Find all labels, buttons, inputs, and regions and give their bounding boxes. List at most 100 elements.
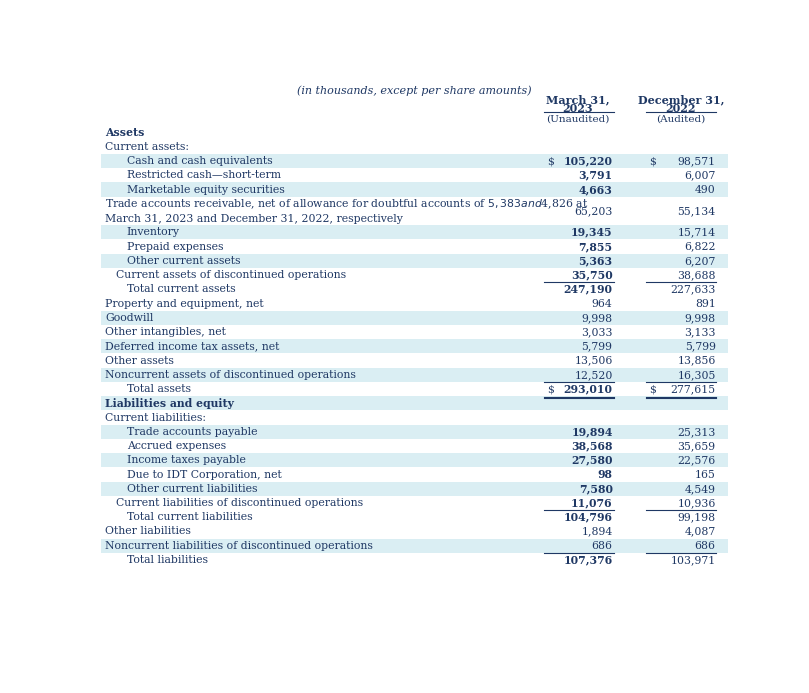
Text: 16,305: 16,305 [677,370,716,380]
Text: 5,799: 5,799 [684,342,716,351]
Bar [101,197,728,225]
Text: Due to IDT Corporation, net: Due to IDT Corporation, net [127,470,282,480]
Bar [101,382,728,396]
Text: 247,190: 247,190 [564,284,612,295]
Text: 293,010: 293,010 [564,383,612,394]
Text: March 31,: March 31, [546,95,609,106]
Bar [101,368,728,382]
Text: Marketable equity securities: Marketable equity securities [127,184,285,195]
Text: 2023: 2023 [562,103,593,114]
Bar [101,182,728,197]
Text: Income taxes payable: Income taxes payable [127,455,246,465]
Bar [101,254,728,268]
Text: 2022: 2022 [666,103,696,114]
Text: 9,998: 9,998 [582,313,612,323]
Text: 3,033: 3,033 [581,327,612,337]
Text: Assets: Assets [105,127,144,138]
Text: 3,133: 3,133 [684,327,716,337]
Text: 13,506: 13,506 [574,356,612,365]
Text: 105,220: 105,220 [564,156,612,166]
Text: $: $ [649,156,656,166]
Text: 277,615: 277,615 [671,384,716,394]
Bar [101,467,728,482]
Bar [101,297,728,310]
Text: $: $ [548,384,554,394]
Text: Accrued expenses: Accrued expenses [127,441,226,451]
Text: 4,549: 4,549 [684,484,716,493]
Text: 12,520: 12,520 [574,370,612,380]
Text: Current liabilities of discontinued operations: Current liabilities of discontinued oper… [116,498,363,508]
Bar [101,525,728,538]
Text: 165: 165 [695,470,716,480]
Bar [101,310,728,325]
Text: $: $ [649,384,656,394]
Text: (Audited): (Audited) [656,115,705,124]
Text: December 31,: December 31, [637,95,724,106]
Text: 6,822: 6,822 [684,242,716,252]
Text: 25,313: 25,313 [677,427,716,437]
Bar [101,225,728,240]
Text: 891: 891 [695,299,716,308]
Text: 3,791: 3,791 [578,170,612,181]
Bar [101,425,728,439]
Bar [101,339,728,353]
Bar [101,496,728,510]
Text: Total liabilities: Total liabilities [127,555,208,565]
Text: 99,198: 99,198 [678,512,716,523]
Text: 103,971: 103,971 [671,555,716,565]
Text: $: $ [548,156,554,166]
Text: Other intangibles, net: Other intangibles, net [105,327,226,337]
Text: 490: 490 [695,184,716,195]
Text: 686: 686 [695,541,716,551]
Text: 35,750: 35,750 [571,270,612,281]
Text: 27,580: 27,580 [571,455,612,466]
Text: Total current liabilities: Total current liabilities [127,512,252,523]
Text: 15,714: 15,714 [678,227,716,237]
Text: (Unaudited): (Unaudited) [546,115,609,124]
Text: 19,894: 19,894 [571,426,612,437]
Bar [101,439,728,453]
Bar [101,553,728,567]
Text: Goodwill: Goodwill [105,313,154,323]
Bar [101,154,728,168]
Text: 4,663: 4,663 [578,184,612,195]
Bar [101,240,728,254]
Text: 13,856: 13,856 [677,356,716,365]
Text: Other liabilities: Other liabilities [105,527,191,536]
Text: Cash and cash equivalents: Cash and cash equivalents [127,156,273,166]
Text: Property and equipment, net: Property and equipment, net [105,299,264,308]
Text: 7,580: 7,580 [578,483,612,494]
Bar [101,538,728,553]
Text: 107,376: 107,376 [563,554,612,565]
Bar [101,482,728,496]
Text: Trade accounts receivable, net of allowance for doubtful accounts of $5,383 and : Trade accounts receivable, net of allowa… [105,198,588,224]
Bar [101,268,728,282]
Bar [101,410,728,425]
Text: 38,688: 38,688 [677,270,716,280]
Text: 38,568: 38,568 [571,441,612,452]
Bar [101,510,728,525]
Text: Trade accounts payable: Trade accounts payable [127,427,257,437]
Bar [101,282,728,297]
Text: Inventory: Inventory [127,227,180,237]
Text: 6,207: 6,207 [684,256,716,266]
Text: Prepaid expenses: Prepaid expenses [127,242,223,252]
Bar [101,168,728,182]
Text: 98: 98 [598,469,612,480]
Bar [101,396,728,410]
Text: Noncurrent assets of discontinued operations: Noncurrent assets of discontinued operat… [105,370,356,380]
Text: 1,894: 1,894 [582,527,612,536]
Text: 10,936: 10,936 [677,498,716,508]
Text: 9,998: 9,998 [684,313,716,323]
Bar [101,453,728,467]
Text: 104,796: 104,796 [564,511,612,523]
Text: Current assets of discontinued operations: Current assets of discontinued operation… [116,270,346,280]
Text: 227,633: 227,633 [671,284,716,295]
Text: 964: 964 [592,299,612,308]
Text: 35,659: 35,659 [678,441,716,451]
Text: 5,799: 5,799 [582,342,612,351]
Text: 5,363: 5,363 [578,255,612,266]
Text: (in thousands, except per share amounts): (in thousands, except per share amounts) [297,85,532,96]
Text: Other assets: Other assets [105,356,174,365]
Text: Total current assets: Total current assets [127,284,235,295]
